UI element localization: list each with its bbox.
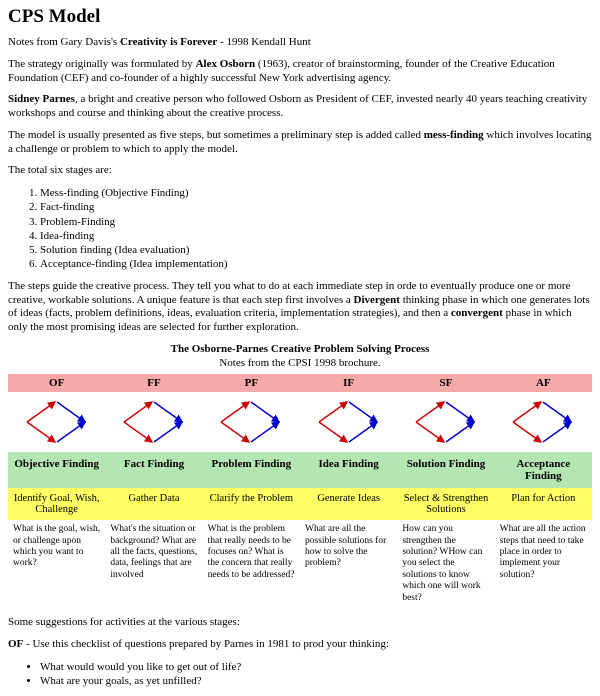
question-cell: What are all the possible solutions for … — [300, 520, 397, 608]
page-title: CPS Model — [8, 6, 592, 28]
question-cell: What is the problem that really needs to… — [203, 520, 300, 608]
diverge-converge-icon — [410, 398, 482, 446]
list-item: Fact-finding — [40, 200, 592, 214]
action-cell: Select & Strengthen Solutions — [397, 488, 494, 520]
name-cell: Objective Finding — [8, 452, 105, 488]
diamond-cell — [300, 392, 397, 452]
diverge-converge-icon — [507, 398, 579, 446]
of-suggestion: OF - Use this checklist of questions pre… — [8, 638, 592, 652]
diamond-row — [8, 392, 592, 452]
diverge-converge-icon — [21, 398, 93, 446]
source-note: Notes from Gary Davis's Creativity is Fo… — [8, 36, 592, 50]
list-item: Problem-Finding — [40, 215, 592, 229]
name-cell: Problem Finding — [203, 452, 300, 488]
list-item: Acceptance-finding (Idea implementation) — [40, 257, 592, 271]
diverge-converge-icon — [118, 398, 190, 446]
abbr-cell: OF — [8, 374, 105, 392]
abbr-cell: IF — [300, 374, 397, 392]
abbr-cell: FF — [105, 374, 202, 392]
diamond-cell — [8, 392, 105, 452]
diverge-converge-icon — [313, 398, 385, 446]
action-cell: Plan for Action — [495, 488, 592, 520]
abbr-row: OF FF PF IF SF AF — [8, 374, 592, 392]
list-item: Idea-finding — [40, 229, 592, 243]
action-row: Identify Goal, Wish, Challenge Gather Da… — [8, 488, 592, 520]
list-item: Solution finding (Idea evaluation) — [40, 243, 592, 257]
of-questions-list: What would would you like to get out of … — [8, 660, 592, 689]
abbr-cell: AF — [495, 374, 592, 392]
paragraph-2: Sidney Parnes, a bright and creative per… — [8, 93, 592, 121]
action-cell: Clarify the Problem — [203, 488, 300, 520]
diverge-converge-icon — [215, 398, 287, 446]
name-cell: Acceptance Finding — [495, 452, 592, 488]
list-item: What would would you like to get out of … — [40, 660, 592, 674]
question-cell: What are all the action steps that need … — [495, 520, 592, 608]
question-row: What is the goal, wish, or challenge upo… — [8, 520, 592, 608]
name-cell: Fact Finding — [105, 452, 202, 488]
diamond-cell — [495, 392, 592, 452]
paragraph-4: The steps guide the creative process. Th… — [8, 280, 592, 335]
action-cell: Gather Data — [105, 488, 202, 520]
diamond-cell — [397, 392, 494, 452]
suggestions-intro: Some suggestions for activities at the v… — [8, 616, 592, 630]
paragraph-1: The strategy originally was formulated b… — [8, 58, 592, 86]
stages-list: Mess-finding (Objective Finding) Fact-fi… — [8, 186, 592, 272]
name-cell: Solution Finding — [397, 452, 494, 488]
diamond-cell — [203, 392, 300, 452]
table-subtitle: Notes from the CPSI 1998 brochure. — [8, 357, 592, 371]
table-title: The Osborne-Parnes Creative Problem Solv… — [8, 343, 592, 357]
action-cell: Identify Goal, Wish, Challenge — [8, 488, 105, 520]
name-row: Objective Finding Fact Finding Problem F… — [8, 452, 592, 488]
name-cell: Idea Finding — [300, 452, 397, 488]
stages-intro: The total six stages are: — [8, 164, 592, 178]
question-cell: What is the goal, wish, or challenge upo… — [8, 520, 105, 608]
cps-table: OF FF PF IF SF AF — [8, 374, 592, 608]
list-item: Mess-finding (Objective Finding) — [40, 186, 592, 200]
abbr-cell: PF — [203, 374, 300, 392]
paragraph-3: The model is usually presented as five s… — [8, 129, 592, 157]
list-item: What are your goals, as yet unfilled? — [40, 674, 592, 688]
question-cell: How can you strengthen the solution? WHo… — [397, 520, 494, 608]
action-cell: Generate Ideas — [300, 488, 397, 520]
question-cell: What's the situation or background? What… — [105, 520, 202, 608]
abbr-cell: SF — [397, 374, 494, 392]
diamond-cell — [105, 392, 202, 452]
